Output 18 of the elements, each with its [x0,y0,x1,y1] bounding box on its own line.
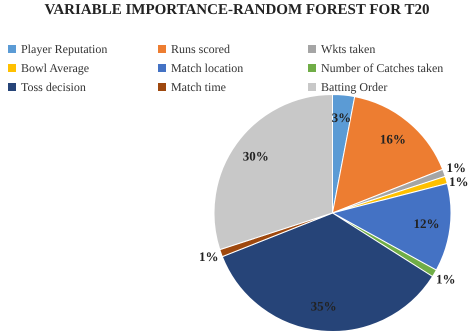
data-label: 16% [380,131,406,146]
legend-label: Wkts taken [320,42,376,57]
legend-label: Bowl Average [20,61,90,76]
legend-label: Match location [170,61,244,76]
legend-label: Player Reputation [20,42,108,57]
data-label: 1% [446,160,466,175]
data-label: 12% [414,216,440,232]
legend-label: Number of Catches taken [320,61,444,76]
legend-label: Runs scored [170,42,231,57]
data-label: 1% [449,174,469,189]
data-label: 1% [436,271,456,286]
legend-label: Toss decision [20,80,87,95]
legend-label: Match time [170,80,227,95]
data-label: 1% [199,248,219,264]
data-label: 35% [310,298,337,314]
data-label: 30% [242,148,269,164]
legend-label: Batting Order [320,80,388,95]
chart-title: VARIABLE IMPORTANCE-RANDOM FOREST FOR T20 [43,2,431,19]
